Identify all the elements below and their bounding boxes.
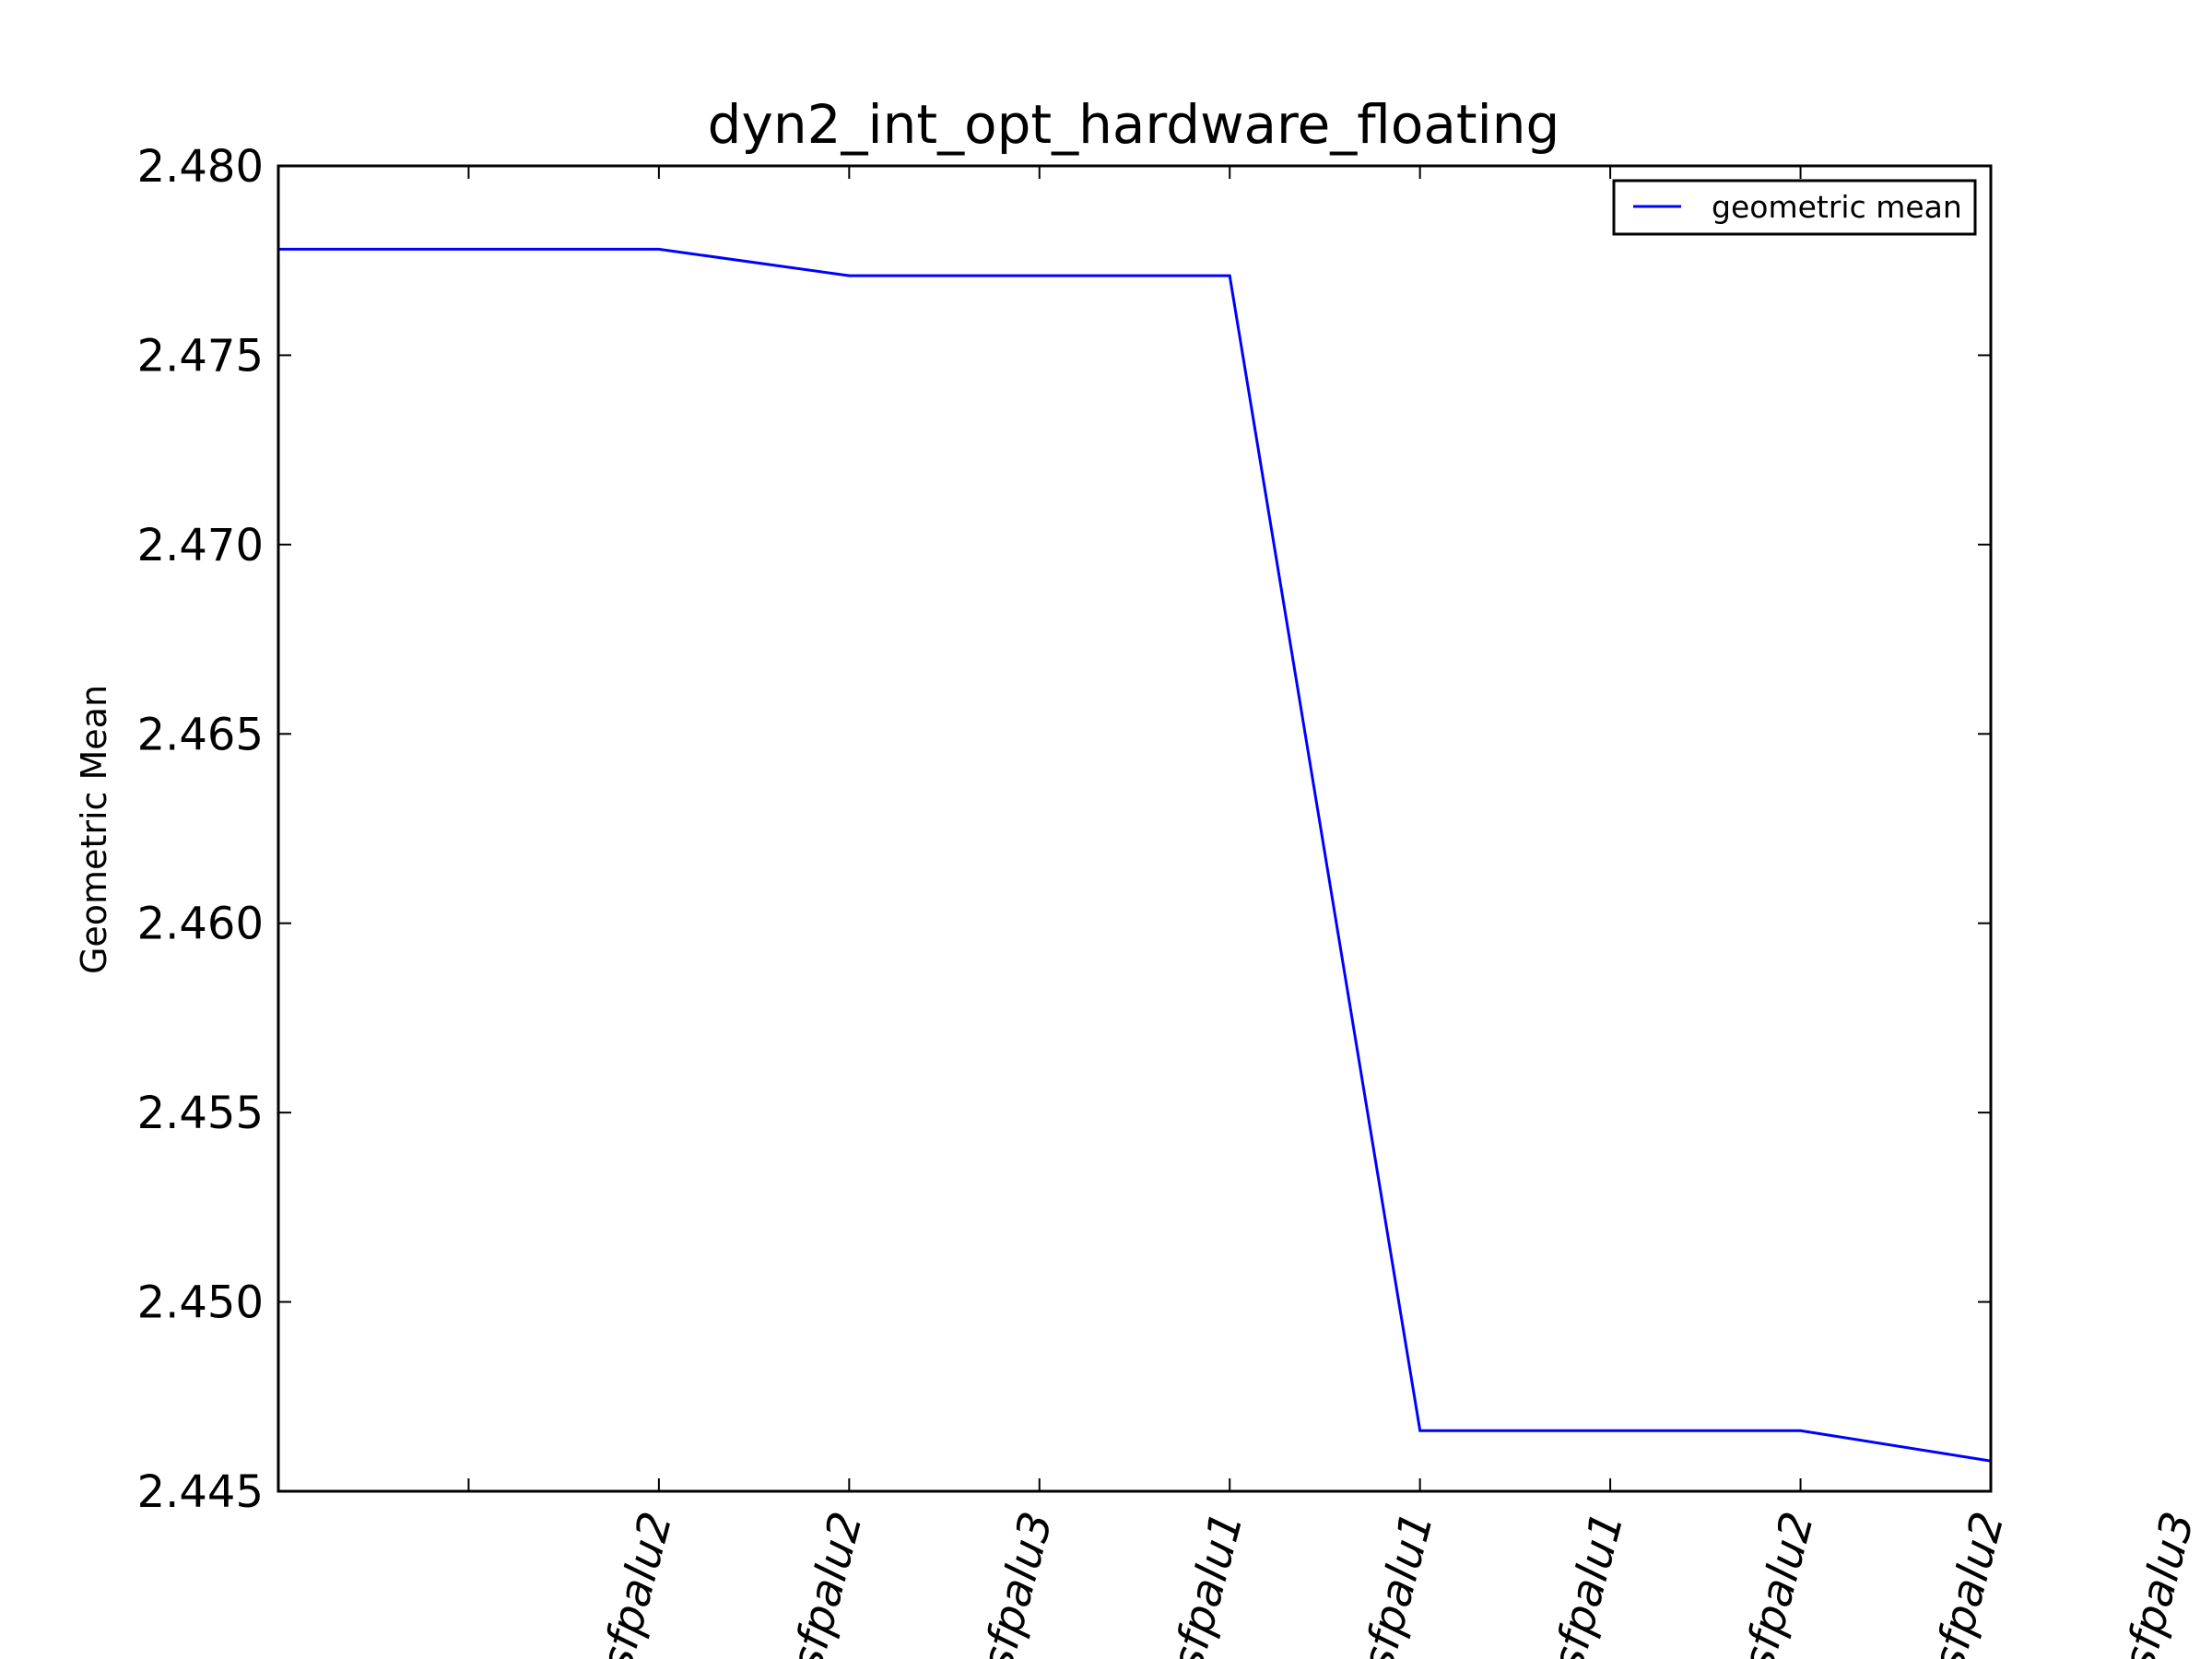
- x-tick-label: sfpalu2: [1923, 1507, 2015, 1659]
- chart-title: dyn2_int_opt_hardware_floating: [708, 93, 1560, 156]
- y-tick-label: 2.465: [137, 709, 264, 760]
- y-tick-label: 2.475: [137, 330, 264, 382]
- y-tick-label: 2.450: [137, 1277, 264, 1329]
- y-tick-label: 2.480: [137, 141, 264, 193]
- x-tick-label: sfpalu2: [781, 1507, 873, 1659]
- axis-ticks: 2.445 2.450 2.455 2.460 2.465 2.470 2.475 2.480…: [137, 141, 2205, 1659]
- y-tick-label: 2.445: [137, 1466, 264, 1518]
- x-tick-label: sfpalu3: [971, 1507, 1064, 1659]
- x-tick-label: sfpalu1: [1161, 1507, 1253, 1659]
- x-tick-label: sfpalu1: [1542, 1507, 1634, 1659]
- legend: geometric mean: [1612, 179, 1977, 236]
- y-tick-label: 2.470: [137, 520, 264, 571]
- y-axis-label: Geometric Mean: [74, 685, 114, 974]
- x-tick-label: sfpalu2: [591, 1507, 683, 1659]
- x-tick-label: sfpalu1: [1352, 1507, 1444, 1659]
- y-tick-label: 2.455: [137, 1088, 264, 1139]
- legend-label: geometric mean: [1712, 189, 1962, 225]
- series-line: [278, 247, 1992, 1463]
- x-tick-label: sfpalu2: [1732, 1507, 1824, 1659]
- y-tick-label: 2.460: [137, 899, 264, 950]
- x-tick-label: sfpalu3: [2112, 1507, 2205, 1659]
- series-layer: [278, 247, 1992, 1463]
- plot-area-frame: [276, 164, 1993, 1493]
